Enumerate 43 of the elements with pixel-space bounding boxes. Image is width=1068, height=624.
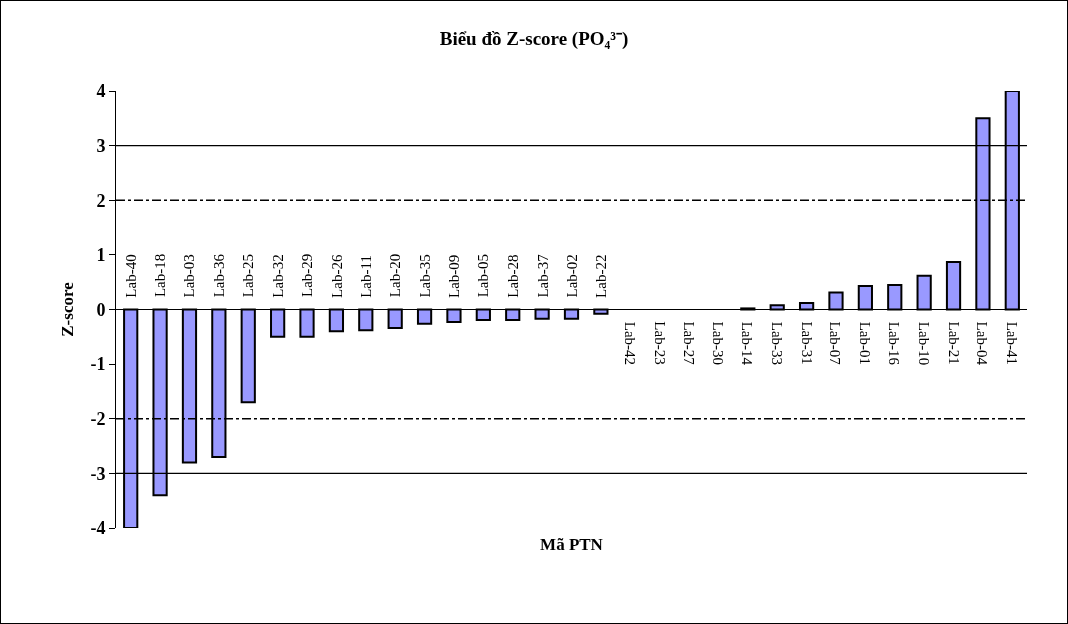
- x-tick-label: Lab-23: [651, 321, 668, 365]
- x-tick-label: Lab-41: [1004, 321, 1021, 366]
- x-tick-label: Lab-31: [798, 321, 815, 365]
- x-tick-label: Lab-09: [445, 254, 462, 298]
- x-tick-label: Lab-20: [387, 253, 404, 298]
- x-tick-label: Lab-29: [299, 253, 316, 298]
- chart-title: Biểu đồ Z-score (PO₄³⁻): [439, 28, 629, 51]
- x-tick-label: Lab-04: [974, 321, 991, 366]
- x-tick-label: Lab-05: [475, 254, 492, 298]
- x-tick-label: Lab-37: [534, 253, 551, 298]
- x-tick-label: Lab-40: [122, 254, 139, 298]
- x-tick-label: Lab-11: [357, 255, 374, 298]
- x-tick-label: Lab-42: [622, 321, 639, 366]
- x-tick-label: Lab-16: [886, 321, 903, 366]
- y-tick-label: -1: [90, 354, 106, 375]
- x-tick-label: Lab-27: [680, 321, 697, 366]
- x-axis-title: Mã PTN: [540, 535, 604, 555]
- y-tick-label: -2: [90, 409, 106, 430]
- x-tick-label: Lab-32: [269, 254, 286, 298]
- x-tick-label: Lab-33: [769, 321, 786, 366]
- x-tick-label: Lab-14: [739, 321, 756, 366]
- y-tick-label: -3: [90, 463, 106, 484]
- x-tick-label: Lab-22: [592, 254, 609, 298]
- x-tick-label: Lab-21: [945, 321, 962, 365]
- x-tick-label: Lab-26: [328, 254, 345, 298]
- x-tick-label: Lab-02: [563, 254, 580, 298]
- y-tick-label: -4: [90, 518, 106, 539]
- y-tick-label: 2: [96, 190, 106, 211]
- x-tick-label: Lab-10: [916, 321, 933, 366]
- y-tick-label: 1: [96, 245, 106, 266]
- y-tick-label: 3: [96, 135, 106, 156]
- x-tick-label: Lab-18: [152, 253, 169, 298]
- x-tick-label: Lab-36: [211, 253, 228, 298]
- x-tick-label: Lab-01: [857, 321, 874, 365]
- x-tick-label: Lab-25: [240, 253, 257, 298]
- y-axis-title: Z-score: [57, 281, 77, 337]
- y-tick-label: 0: [96, 299, 106, 320]
- x-tick-label: Lab-28: [504, 254, 521, 298]
- x-tick-label: Lab-07: [827, 321, 844, 366]
- y-tick-label: 4: [96, 81, 106, 102]
- x-tick-label: Lab-35: [416, 254, 433, 298]
- x-tick-label: Lab-03: [181, 254, 198, 298]
- x-tick-label: Lab-30: [710, 321, 727, 365]
